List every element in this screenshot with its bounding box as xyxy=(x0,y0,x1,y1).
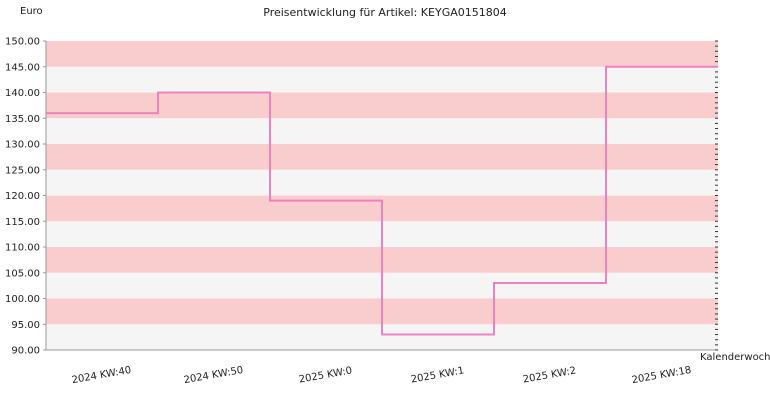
chart-title: Preisentwicklung für Artikel: KEYGA01518… xyxy=(263,6,506,19)
y-tick-label: 110.00 xyxy=(5,243,40,254)
y-tick-label: 100.00 xyxy=(5,294,40,305)
x-tick-label: 2025 KW:2 xyxy=(522,365,577,385)
x-tick-label: 2025 KW:0 xyxy=(298,365,353,385)
grid-band xyxy=(46,41,718,67)
y-tick-label: 125.00 xyxy=(5,165,40,176)
y-tick-labels: 90.00 95.00 100.00 105.00 110.00 115.00 120.00… xyxy=(5,37,46,357)
x-tick-label: 2025 KW:18 xyxy=(631,365,692,386)
y-tick-label: 120.00 xyxy=(5,191,40,202)
y-tick-label: 95.00 xyxy=(11,320,40,331)
y-tick-label: 130.00 xyxy=(5,140,40,151)
grid-band xyxy=(46,66,718,93)
y-tick-label: 150.00 xyxy=(5,37,40,48)
grid-band xyxy=(46,118,718,144)
grid-band xyxy=(46,92,718,119)
y-tick-label: 140.00 xyxy=(5,88,40,99)
y-tick-label: 90.00 xyxy=(11,346,40,357)
x-tick-label: 2025 KW:1 xyxy=(410,365,465,385)
price-step-line xyxy=(46,65,718,336)
y-tick-label: 115.00 xyxy=(5,217,40,228)
y-tick-label: 135.00 xyxy=(5,114,40,125)
price-series xyxy=(46,65,718,336)
y-tick-label: 105.00 xyxy=(5,268,40,279)
y-tick-label: 145.00 xyxy=(5,62,40,73)
x-tick-labels: 2024 KW:40 2024 KW:50 2025 KW:0 2025 KW:1 20… xyxy=(71,365,692,386)
right-axis-ticks xyxy=(715,40,718,351)
x-tick-label: 2024 KW:40 xyxy=(71,365,132,386)
grid-band xyxy=(46,144,718,170)
x-tick-label: 2024 KW:50 xyxy=(183,365,244,386)
grid-band xyxy=(46,169,718,196)
x-axis-label: Kalenderwoche xyxy=(700,352,770,363)
y-axis-label: Euro xyxy=(20,6,43,17)
